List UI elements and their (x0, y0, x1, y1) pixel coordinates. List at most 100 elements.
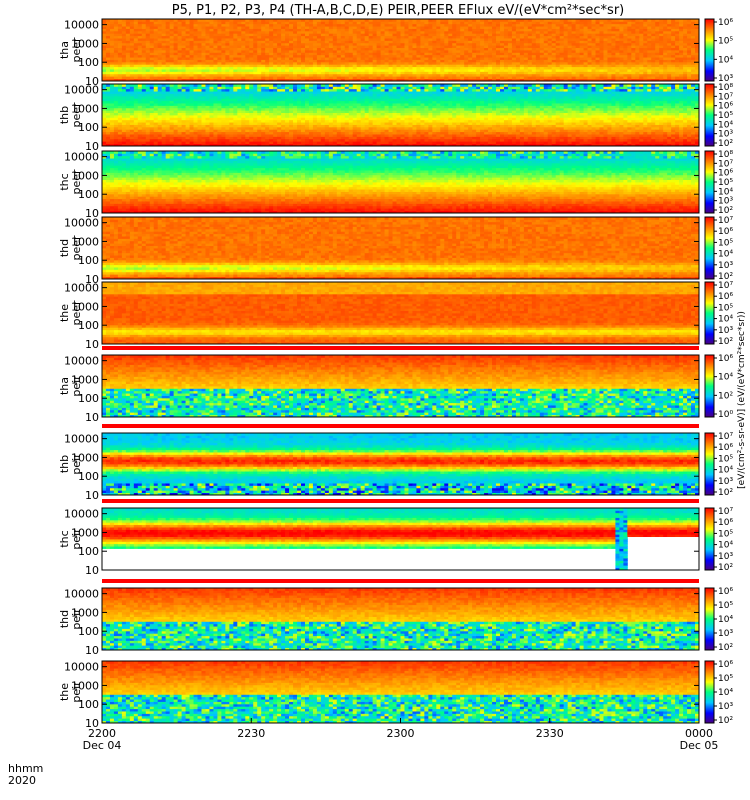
heatmap-cell (198, 76, 202, 79)
heatmap-cell (221, 40, 225, 43)
heatmap-cell (261, 24, 265, 27)
heatmap-cell (221, 26, 225, 29)
heatmap-cell (138, 67, 142, 70)
heatmap-cell (182, 55, 186, 58)
heatmap-cell (225, 48, 229, 51)
heatmap-cell (138, 60, 142, 63)
heatmap-cell (261, 26, 265, 29)
heatmap-cell (245, 60, 249, 63)
heatmap-cell (205, 71, 209, 74)
heatmap-cell (158, 40, 162, 43)
heatmap-cell (237, 43, 241, 46)
heatmap-cell (162, 31, 166, 34)
heatmap-cell (134, 67, 138, 70)
heatmap-cell (245, 36, 249, 39)
heatmap-cell (154, 52, 158, 55)
heatmap-cell (190, 31, 194, 34)
heatmap-cell (146, 31, 150, 34)
heatmap-cell (114, 62, 118, 65)
heatmap-cell (213, 50, 217, 53)
heatmap-cell (205, 45, 209, 48)
heatmap-cell (257, 69, 261, 72)
heatmap-cell (170, 74, 174, 77)
heatmap-cell (249, 57, 253, 60)
heatmap-cell (225, 67, 229, 70)
heatmap-cell (182, 40, 186, 43)
heatmap-cell (241, 55, 245, 58)
heatmap-cell (134, 43, 138, 46)
heatmap-cell (221, 62, 225, 65)
heatmap-cell (253, 38, 257, 41)
heatmap-cell (225, 43, 229, 46)
heatmap-cell (118, 33, 122, 36)
heatmap-cell (162, 36, 166, 39)
heatmap-cell (217, 74, 221, 77)
heatmap-cell (110, 38, 114, 41)
heatmap-cell (265, 71, 269, 74)
heatmap-cell (110, 67, 114, 70)
heatmap-cell (221, 64, 225, 67)
heatmap-cell (186, 69, 190, 72)
heatmap-cell (158, 64, 162, 67)
heatmap-cell (241, 45, 245, 48)
heatmap-cell (249, 62, 253, 65)
heatmap-cell (194, 67, 198, 70)
heatmap-cell (194, 74, 198, 77)
heatmap-cell (249, 71, 253, 74)
heatmap-cell (178, 33, 182, 36)
heatmap-cell (134, 29, 138, 32)
heatmap-cell (162, 38, 166, 41)
heatmap-cell (102, 45, 106, 48)
heatmap-cell (102, 76, 106, 79)
heatmap-cell (190, 50, 194, 53)
heatmap-cell (257, 52, 261, 55)
heatmap-cell (130, 69, 134, 72)
heatmap-cell (158, 71, 162, 74)
heatmap-cell (253, 62, 257, 65)
heatmap-cell (142, 60, 146, 63)
heatmap-cell (253, 24, 257, 27)
heatmap-cell (126, 55, 130, 58)
heatmap-cell (142, 74, 146, 77)
heatmap-cell (194, 50, 198, 53)
heatmap-cell (202, 38, 206, 41)
heatmap-cell (253, 26, 257, 29)
heatmap-cell (198, 26, 202, 29)
heatmap-cell (194, 69, 198, 72)
heatmap-cell (233, 76, 237, 79)
heatmap-cell (130, 74, 134, 77)
heatmap-cell (174, 31, 178, 34)
heatmap-cell (221, 52, 225, 55)
heatmap-cell (221, 21, 225, 24)
heatmap-cell (186, 55, 190, 58)
heatmap-cell (253, 43, 257, 46)
heatmap-cell (241, 26, 245, 29)
heatmap-cell (261, 62, 265, 65)
heatmap-cell (205, 26, 209, 29)
heatmap-cell (166, 24, 170, 27)
heatmap-cell (102, 40, 106, 43)
heatmap-cell (146, 74, 150, 77)
heatmap-cell (225, 26, 229, 29)
heatmap-cell (134, 38, 138, 41)
heatmap-cell (138, 36, 142, 39)
heatmap-cell (202, 60, 206, 63)
heatmap-cell (245, 67, 249, 70)
heatmap-cell (110, 24, 114, 27)
heatmap-cell (182, 21, 186, 24)
heatmap-cell (138, 33, 142, 36)
heatmap-cell (209, 64, 213, 67)
heatmap-cell (225, 40, 229, 43)
heatmap-cell (122, 69, 126, 72)
heatmap-cell (126, 24, 130, 27)
heatmap-cell (178, 76, 182, 79)
heatmap-cell (261, 48, 265, 51)
heatmap-cell (257, 29, 261, 32)
heatmap-cell (118, 67, 122, 70)
heatmap-cell (122, 67, 126, 70)
heatmap-cell (150, 69, 154, 72)
heatmap-cell (253, 69, 257, 72)
heatmap-cell (257, 24, 261, 27)
heatmap-cell (170, 36, 174, 39)
heatmap-cell (126, 29, 130, 32)
